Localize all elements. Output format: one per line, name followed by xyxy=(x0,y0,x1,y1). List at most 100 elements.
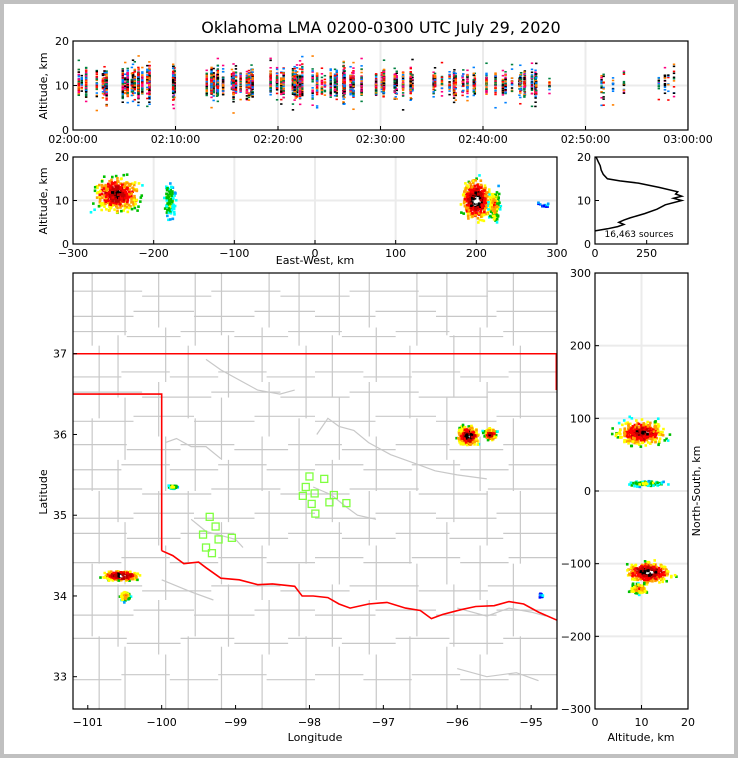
lightning-source-mark xyxy=(448,75,451,77)
ew-density-cell xyxy=(96,186,99,190)
ew-density-cell xyxy=(95,196,99,199)
lightning-source-mark xyxy=(663,83,667,86)
lightning-source-mark xyxy=(433,74,437,77)
lightning-source-mark xyxy=(600,82,603,85)
lightning-source-mark xyxy=(611,82,615,85)
lightning-source-mark xyxy=(133,82,137,84)
time-xtick-label: 02:10:00 xyxy=(151,133,200,146)
lightning-source-mark xyxy=(335,81,338,84)
lightning-source-mark xyxy=(210,82,213,85)
lightning-source-mark xyxy=(301,89,304,91)
lightning-source-mark xyxy=(293,67,296,70)
lightning-source-mark xyxy=(295,67,299,69)
lightning-source-mark xyxy=(205,69,208,72)
ew-density-cell xyxy=(130,196,133,200)
lightning-source-mark xyxy=(382,92,386,94)
ew-density-cell xyxy=(105,193,109,196)
lightning-source-mark xyxy=(251,76,254,79)
lightning-source-mark xyxy=(216,87,220,90)
lightning-source-mark xyxy=(239,73,242,76)
ew-density-cell xyxy=(117,200,120,203)
lightning-source-mark xyxy=(269,91,272,94)
lightning-source-mark xyxy=(126,90,129,93)
lightning-source-mark xyxy=(293,82,296,84)
lightning-source-mark xyxy=(137,66,140,69)
lightning-source-mark xyxy=(245,73,249,75)
lightning-source-mark xyxy=(352,94,355,97)
lightning-source-mark xyxy=(133,68,137,71)
lightning-source-mark xyxy=(342,98,345,100)
lightning-source-mark xyxy=(232,71,235,73)
ew-density-cell xyxy=(109,200,113,203)
lightning-source-mark xyxy=(453,78,456,80)
lightning-source-mark xyxy=(84,87,88,89)
lightning-source-mark xyxy=(146,97,149,100)
lightning-source-mark xyxy=(291,89,295,92)
ew-density-cell xyxy=(125,194,129,197)
lightning-source-mark xyxy=(311,70,314,72)
lightning-source-mark xyxy=(121,93,124,95)
ew-density-cell xyxy=(167,211,171,214)
lightning-source-mark xyxy=(269,82,272,85)
lightning-source-mark xyxy=(501,80,505,83)
ew-density-cell xyxy=(137,182,141,185)
ew-density-cell xyxy=(463,194,467,198)
lightning-source-mark xyxy=(343,86,346,89)
ew-density-cell xyxy=(168,218,172,221)
lightning-source-mark xyxy=(216,78,220,81)
lightning-source-mark xyxy=(77,93,81,95)
lightning-source-mark xyxy=(105,85,108,88)
lightning-source-mark xyxy=(672,76,676,79)
lightning-source-mark xyxy=(301,72,304,74)
lightning-source-mark xyxy=(530,89,534,92)
ew-density-cell xyxy=(115,211,119,214)
ew-density-cell xyxy=(120,199,124,202)
lightning-source-mark xyxy=(95,71,99,74)
time-xtick-label: 02:00:00 xyxy=(48,133,97,146)
lightning-source-mark xyxy=(530,62,534,65)
lightning-source-mark xyxy=(173,85,176,87)
ew-density-cell xyxy=(107,183,110,186)
lightning-source-mark xyxy=(221,93,225,96)
lightning-source-mark xyxy=(374,83,378,86)
lightning-source-mark xyxy=(315,85,319,88)
lightning-source-mark xyxy=(131,86,135,89)
lightning-source-mark xyxy=(534,78,537,81)
lightning-source-mark xyxy=(133,86,137,89)
lightning-source-mark xyxy=(171,75,175,77)
lightning-source-mark xyxy=(137,82,140,85)
lightning-source-mark xyxy=(382,74,386,77)
lightning-source-mark xyxy=(360,92,363,94)
ew-density-cell xyxy=(105,208,108,211)
lightning-source-mark xyxy=(315,91,319,94)
lightning-source-mark xyxy=(232,86,235,89)
ew-density-cell xyxy=(173,213,176,216)
lightning-source-mark xyxy=(282,84,285,86)
lightning-source-mark xyxy=(466,76,469,79)
lightning-source-mark xyxy=(352,96,355,98)
lightning-source-mark xyxy=(210,89,213,91)
lightning-source-mark xyxy=(342,101,345,103)
lightning-source-mark xyxy=(333,74,337,77)
ew-density-cell xyxy=(117,180,120,183)
lightning-source-mark xyxy=(234,76,238,79)
lightning-source-mark xyxy=(141,72,144,75)
lightning-source-mark xyxy=(466,82,469,85)
lightning-source-mark xyxy=(103,85,106,87)
ew-density-cell xyxy=(100,183,104,187)
ew-density-cell xyxy=(101,201,104,205)
lightning-source-mark xyxy=(504,80,507,83)
lightning-source-mark xyxy=(77,80,81,83)
lightning-source-mark xyxy=(77,78,81,80)
lightning-source-mark xyxy=(335,89,338,92)
lightning-source-mark xyxy=(84,84,88,86)
lightning-source-mark xyxy=(121,97,124,100)
ew-density-cell xyxy=(466,214,470,218)
lightning-source-mark xyxy=(121,101,124,104)
lightning-source-mark xyxy=(360,57,363,60)
lightning-source-mark xyxy=(205,84,208,87)
lightning-source-mark xyxy=(251,79,254,82)
lightning-source-mark xyxy=(411,79,414,82)
lightning-source-mark xyxy=(301,68,304,71)
lightning-source-mark xyxy=(343,75,346,78)
